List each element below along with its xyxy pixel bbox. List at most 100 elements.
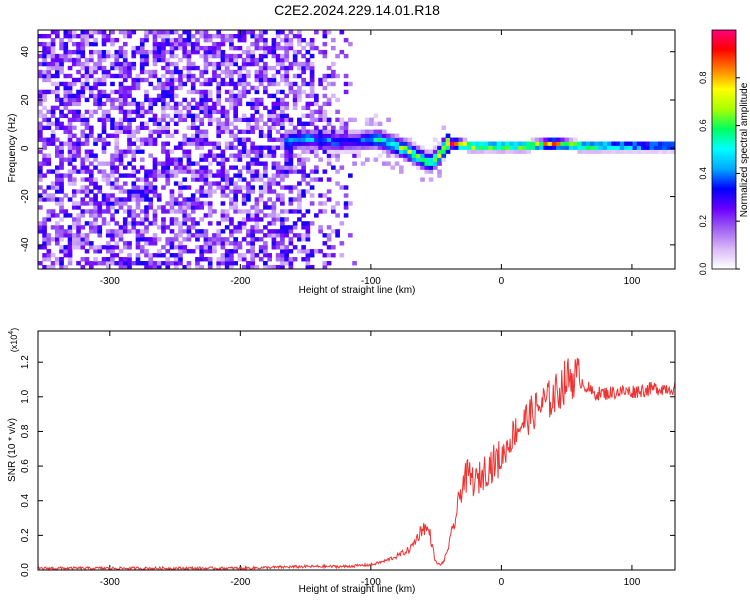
heatmap-cell: [169, 37, 175, 43]
heatmap-cell: [122, 129, 128, 134]
heatmap-cell: [93, 181, 98, 186]
heatmap-cell: [318, 201, 323, 206]
heatmap-cell: [275, 41, 281, 47]
heatmap-cell: [178, 221, 183, 226]
heatmap-cell: [237, 69, 243, 75]
heatmap-cell: [331, 245, 336, 250]
heatmap-cell: [275, 253, 281, 258]
heatmap-cell: [241, 129, 247, 134]
heatmap-cell: [275, 229, 281, 234]
heatmap-cell: [568, 141, 574, 146]
heatmap-cell: [250, 41, 255, 47]
heatmap-cell: [182, 73, 188, 79]
heatmap-cell: [233, 81, 238, 87]
heatmap-cell: [148, 261, 154, 266]
heatmap-cell: [118, 225, 124, 230]
heatmap-cell: [619, 141, 625, 146]
heatmap-cell: [250, 101, 255, 107]
heatmap-cell: [628, 141, 633, 146]
heatmap-cell: [139, 229, 145, 234]
heatmap-cell: [254, 209, 260, 214]
heatmap-cell: [658, 141, 663, 146]
heatmap-cell: [127, 241, 132, 246]
heatmap-cell: [59, 201, 64, 206]
heatmap-cell: [178, 253, 183, 258]
heatmap-cell: [190, 205, 196, 210]
heatmap-cell: [280, 165, 285, 170]
heatmap-cell: [178, 261, 183, 266]
heatmap-cell: [173, 129, 179, 134]
heatmap-cell: [297, 237, 302, 242]
heatmap-cell: [71, 181, 77, 186]
heatmap-cell: [394, 133, 400, 138]
heatmap-cell: [93, 177, 98, 182]
heatmap-cell: [93, 30, 98, 35]
heatmap-cell: [46, 153, 52, 158]
heatmap-cell: [314, 125, 319, 130]
heatmap-cell: [169, 193, 175, 198]
heatmap-cell: [165, 177, 171, 182]
heatmap-cell: [67, 253, 73, 258]
heatmap-cell: [144, 181, 149, 186]
heatmap-cell: [411, 141, 417, 146]
heatmap-cell: [258, 30, 264, 35]
heatmap-cell: [114, 177, 120, 182]
heatmap-cell: [84, 201, 90, 206]
heatmap-cell: [199, 105, 205, 111]
heatmap-cell: [71, 125, 77, 130]
heatmap-cell: [398, 145, 404, 150]
heatmap-cell: [67, 225, 73, 230]
heatmap-cell: [331, 133, 336, 138]
heatmap-cell: [71, 241, 77, 246]
heatmap-cell: [241, 225, 247, 230]
heatmap-cell: [54, 145, 60, 150]
heatmap-cell: [131, 97, 137, 103]
heatmap-cell: [424, 161, 430, 166]
heatmap-cell: [364, 157, 370, 162]
heatmap-cell: [161, 205, 166, 210]
heatmap-cell: [195, 229, 200, 234]
heatmap-cell: [195, 45, 200, 51]
colorbar-band: [712, 37, 736, 41]
heatmap-cell: [220, 209, 226, 214]
heatmap-cell: [377, 137, 383, 142]
heatmap-cell: [297, 141, 302, 146]
heatmap-cell: [284, 253, 289, 258]
heatmap-cell: [530, 141, 536, 146]
heatmap-cell: [339, 149, 345, 154]
heatmap-cell: [148, 49, 154, 55]
heatmap-cell: [148, 169, 154, 174]
heatmap-cell: [305, 101, 311, 107]
heatmap-cell: [301, 89, 306, 95]
heatmap-cell: [335, 201, 340, 206]
heatmap-cell: [263, 213, 268, 218]
heatmap-cell: [161, 85, 166, 91]
heatmap-cell: [110, 233, 115, 238]
heatmap-cell: [148, 117, 154, 123]
heatmap-cell: [237, 229, 243, 234]
heatmap-cell: [305, 49, 311, 55]
heatmap-cell: [297, 121, 302, 126]
heatmap-cell: [135, 245, 141, 250]
heatmap-cell: [152, 30, 158, 35]
heatmap-cell: [335, 141, 340, 146]
heatmap-cell: [38, 41, 43, 47]
heatmap-cell: [398, 137, 404, 142]
heatmap-cell: [250, 189, 255, 194]
heatmap-cell: [322, 145, 328, 150]
heatmap-cell: [216, 33, 222, 39]
heatmap-cell: [263, 69, 268, 75]
heatmap-cell: [42, 257, 47, 262]
heatmap-cell: [343, 73, 349, 79]
heatmap-cell: [403, 149, 408, 154]
heatmap-cell: [122, 209, 128, 214]
heatmap-cell: [148, 133, 154, 138]
heatmap-cell: [220, 149, 226, 154]
heatmap-cell: [148, 241, 154, 246]
heatmap-cell: [54, 137, 60, 142]
heatmap-cell: [80, 201, 86, 206]
heatmap-cell: [628, 149, 633, 154]
heatmap-cell: [224, 253, 230, 258]
heatmap-cell: [93, 101, 98, 107]
heatmap-cell: [356, 145, 362, 150]
